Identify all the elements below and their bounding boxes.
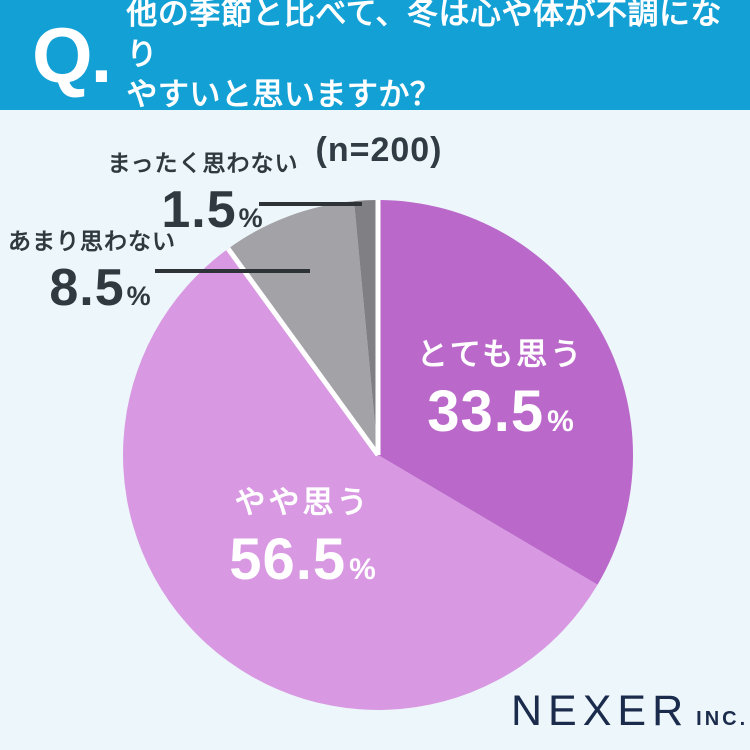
brand-name: NEXER	[511, 687, 690, 735]
slice-value: 56.5%	[200, 526, 405, 593]
question-text: 他の季節と比べて、冬は心や体が不調になり やすいと思いますか？	[126, 0, 734, 116]
slice-value-number: 33.5	[427, 379, 545, 444]
sample-size-note: (n=200)	[315, 131, 443, 169]
percent-sign: %	[547, 405, 574, 438]
pie-slice-0	[378, 200, 634, 585]
question-line-2: やすいと思いますか？	[126, 77, 442, 113]
pie-slice-2	[228, 201, 378, 455]
pie-slice-1	[123, 248, 598, 710]
percent-sign: %	[126, 281, 151, 311]
percent-sign: %	[238, 203, 263, 233]
callout-label-text: あまり思わない	[8, 228, 176, 254]
pie-slice-3	[354, 199, 378, 455]
callout-value: 8.5%	[0, 258, 192, 318]
leader-line-amari	[155, 269, 310, 273]
slice-value-number: 56.5	[229, 527, 347, 592]
callout-amari-omowanai: あまり思わない 8.5%	[0, 222, 192, 318]
question-line-1: 他の季節と比べて、冬は心や体が不調になり	[126, 0, 723, 72]
slice-label-text: とても思う	[416, 337, 585, 372]
brand-logo: NEXER INC.	[511, 687, 748, 736]
callout-mattaku-omowanai: まったく思わない 1.5%	[103, 144, 303, 240]
slice-label-totemo-omou: とても思う 33.5%	[398, 329, 603, 445]
question-header: Q. 他の季節と比べて、冬は心や体が不調になり やすいと思いますか？	[0, 0, 750, 112]
slice-separator	[226, 247, 381, 457]
slice-label-text: やや思う	[234, 485, 371, 520]
slice-value: 33.5%	[398, 378, 603, 445]
callout-value-number: 1.5	[161, 181, 237, 239]
callout-label-text: まったく思わない	[107, 150, 299, 176]
callout-value: 1.5%	[103, 180, 303, 240]
slice-label-yaya-omou: やや思う 56.5%	[200, 477, 405, 593]
brand-suffix: INC.	[696, 708, 749, 730]
leader-line-mattaku	[259, 202, 362, 206]
q-logo: Q.	[32, 10, 112, 99]
callout-value-number: 8.5	[49, 259, 125, 317]
percent-sign: %	[349, 553, 376, 586]
